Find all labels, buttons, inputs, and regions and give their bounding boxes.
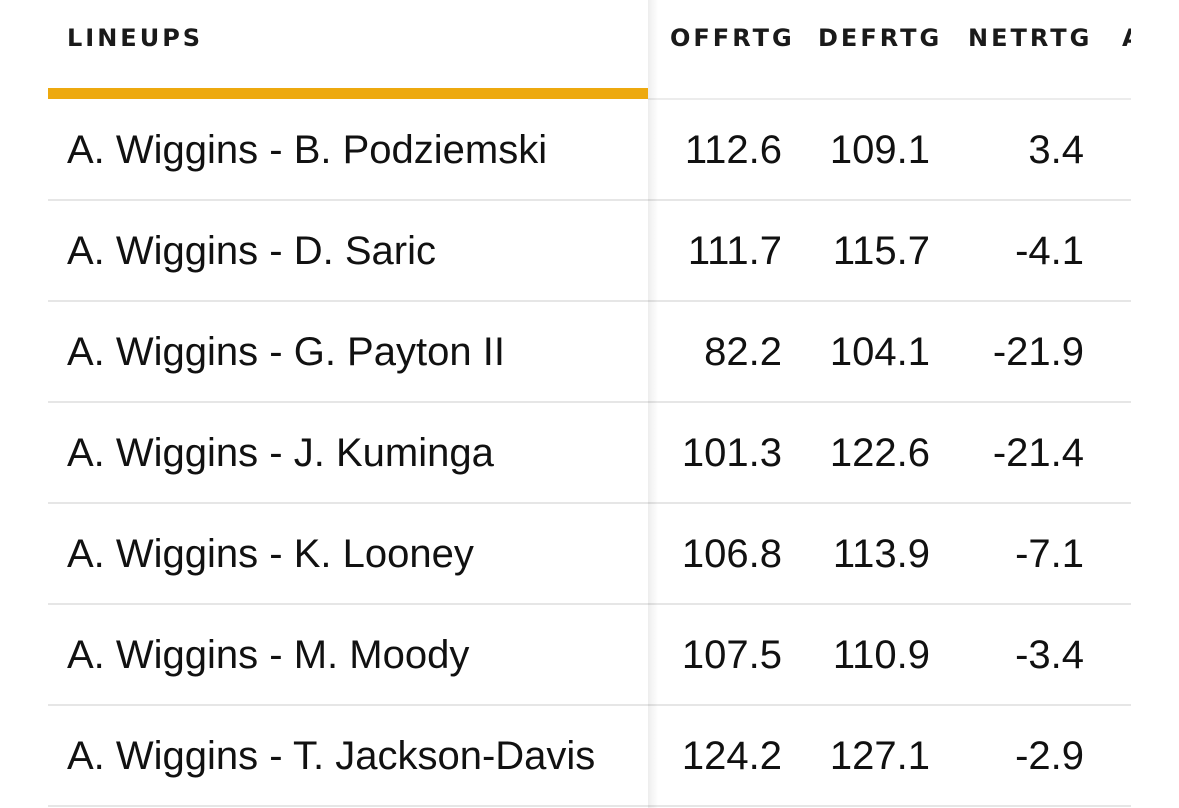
table-row[interactable]: A. Wiggins - D. Saric 111.7 115.7 -4.1 (48, 201, 1131, 302)
lineups-stats-table: LINEUPS OFFRTG DEFRTG NETRTG A A. Wiggin… (48, 0, 1131, 808)
column-header-netrtg[interactable]: NETRTG (968, 24, 1093, 52)
defrtg-value: 110.9 (832, 633, 930, 677)
defrtg-value: 113.9 (832, 532, 930, 576)
defrtg-value: 104.1 (829, 330, 930, 374)
lineup-name: A. Wiggins - J. Kuminga (67, 431, 494, 475)
defrtg-value: 115.7 (832, 229, 930, 273)
netrtg-value: -3.4 (1015, 633, 1084, 677)
netrtg-value: -21.9 (992, 330, 1084, 374)
defrtg-value: 127.1 (829, 734, 930, 778)
lineup-name: A. Wiggins - G. Payton II (67, 330, 505, 374)
offrtg-value: 107.5 (681, 633, 782, 677)
table-header: LINEUPS OFFRTG DEFRTG NETRTG A (48, 0, 1131, 100)
lineup-name: A. Wiggins - B. Podziemski (67, 128, 548, 172)
offrtg-value: 82.2 (704, 330, 782, 374)
table-row[interactable]: A. Wiggins - K. Looney 106.8 113.9 -7.1 (48, 504, 1131, 605)
netrtg-value: -4.1 (1015, 229, 1084, 273)
netrtg-value: 3.4 (1028, 128, 1084, 172)
table-body: A. Wiggins - B. Podziemski 112.6 109.1 3… (48, 100, 1131, 807)
header-divider (648, 98, 1131, 100)
netrtg-value: -21.4 (992, 431, 1084, 475)
table-row[interactable]: A. Wiggins - J. Kuminga 101.3 122.6 -21.… (48, 403, 1131, 504)
offrtg-value: 101.3 (681, 431, 782, 475)
defrtg-value: 122.6 (829, 431, 930, 475)
column-header-defrtg[interactable]: DEFRTG (818, 24, 943, 52)
table-row[interactable]: A. Wiggins - T. Jackson-Davis 124.2 127.… (48, 706, 1131, 807)
offrtg-value: 106.8 (681, 532, 782, 576)
offrtg-value: 111.7 (687, 229, 782, 273)
lineup-name: A. Wiggins - D. Saric (67, 229, 436, 273)
table-row[interactable]: A. Wiggins - M. Moody 107.5 110.9 -3.4 (48, 605, 1131, 706)
table-row[interactable]: A. Wiggins - B. Podziemski 112.6 109.1 3… (48, 100, 1131, 201)
active-sort-indicator (48, 88, 648, 99)
column-header-offrtg[interactable]: OFFRTG (670, 24, 795, 52)
offrtg-value: 124.2 (681, 734, 782, 778)
offrtg-value: 112.6 (684, 128, 782, 172)
column-header-partial[interactable]: A (1122, 24, 1131, 52)
netrtg-value: -7.1 (1015, 532, 1084, 576)
lineup-name: A. Wiggins - T. Jackson-Davis (67, 734, 596, 778)
column-header-lineups[interactable]: LINEUPS (67, 24, 204, 52)
lineup-name: A. Wiggins - M. Moody (67, 633, 470, 677)
defrtg-value: 109.1 (829, 128, 930, 172)
table-row[interactable]: A. Wiggins - G. Payton II 82.2 104.1 -21… (48, 302, 1131, 403)
lineup-name: A. Wiggins - K. Looney (67, 532, 474, 576)
netrtg-value: -2.9 (1015, 734, 1084, 778)
